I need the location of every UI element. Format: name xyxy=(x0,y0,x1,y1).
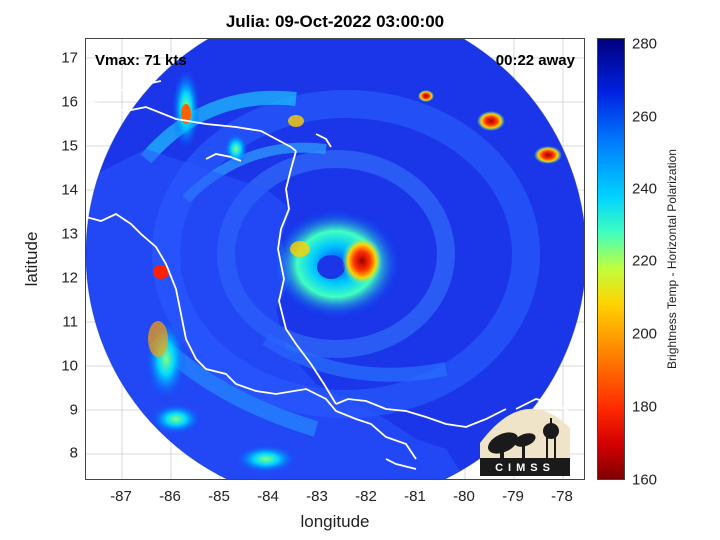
x-tick-label: -84 xyxy=(257,488,279,505)
coastlines xyxy=(86,80,582,470)
y-axis-label: latitude xyxy=(22,231,41,287)
colorbar-tick-label: 180 xyxy=(632,398,658,416)
y-tick-label: 17 xyxy=(61,49,78,67)
cimss-logo xyxy=(480,408,570,476)
x-tick-label: -78 xyxy=(551,488,573,505)
vmax-label: Vmax: 71 kts xyxy=(95,52,187,69)
x-tick-label: -83 xyxy=(306,488,328,505)
y-tick-label: 15 xyxy=(61,137,78,155)
map-plot-area xyxy=(85,38,585,480)
x-tick-label: -87 xyxy=(110,488,132,505)
y-tick-label: 10 xyxy=(61,357,78,375)
y-tick-label: 13 xyxy=(61,225,78,243)
y-tick-label: 16 xyxy=(61,93,78,111)
y-tick-label: 9 xyxy=(69,401,78,419)
colorbar-tick-label: 280 xyxy=(632,35,658,53)
colorbar-tick-label: 220 xyxy=(632,252,658,270)
x-tick-label: -86 xyxy=(159,488,181,505)
x-axis-label: longitude xyxy=(300,512,370,531)
colorbar-tick-label: 260 xyxy=(632,108,658,126)
x-tick-label: -81 xyxy=(404,488,426,505)
y-tick-label: 12 xyxy=(61,269,78,287)
colorbar-tick-label: 160 xyxy=(632,471,658,489)
y-tick-label: 8 xyxy=(69,444,78,462)
colorbar-tick-label: 240 xyxy=(632,180,658,198)
colorbar xyxy=(597,38,625,480)
cimss-logo-text: CIMSS xyxy=(495,462,555,474)
time-away-label: 00:22 away xyxy=(495,52,575,69)
map-title: Julia: 09-Oct-2022 03:00:00 xyxy=(225,12,445,31)
x-tick-label: -80 xyxy=(453,488,475,505)
y-tick-label: 14 xyxy=(61,181,78,199)
x-tick-label: -79 xyxy=(502,488,524,505)
x-tick-label: -82 xyxy=(355,488,377,505)
colorbar-label: Brightness Temp - Horizontal Polarizatio… xyxy=(665,149,679,369)
satellite-swath xyxy=(86,39,584,479)
colorbar-tick-label: 200 xyxy=(632,325,658,343)
x-tick-label: -85 xyxy=(208,488,230,505)
y-tick-label: 11 xyxy=(62,313,78,331)
